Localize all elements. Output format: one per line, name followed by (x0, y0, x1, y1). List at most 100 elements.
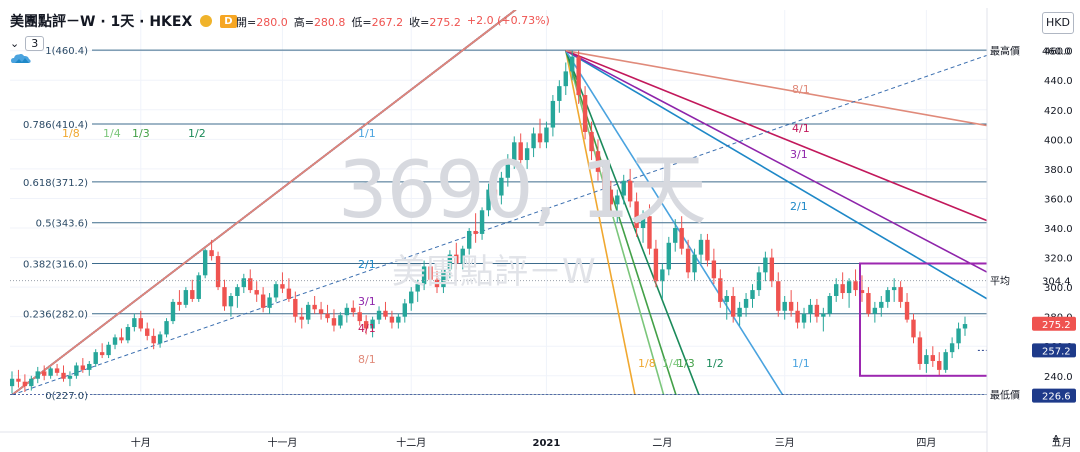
volume-bar (461, 422, 465, 430)
candle-body (962, 324, 968, 329)
candle-body (711, 260, 717, 279)
volume-bar (448, 420, 452, 430)
volume-bar (609, 421, 613, 430)
candle-body (718, 278, 723, 302)
candle-body (879, 301, 884, 308)
candle-body (99, 352, 105, 356)
y-tick-label: 240.0 (1044, 372, 1073, 383)
auto-scale-button[interactable]: A (1052, 434, 1060, 445)
fib-label: 0.5(343.6) (36, 219, 88, 230)
x-tick-label: 十二月 (396, 436, 426, 449)
candle-body (692, 254, 697, 273)
volume-bar (235, 425, 239, 430)
indicator-count[interactable]: 3 (25, 36, 45, 51)
volume-bar (486, 416, 490, 430)
volume-bar (731, 421, 735, 430)
candle-body (859, 290, 865, 294)
open-value: 280.0 (256, 16, 288, 29)
volume-bar (351, 424, 355, 430)
symbol-title[interactable]: 美團點評－W · 1天 · HKEX (10, 14, 193, 30)
open-label: 開= (236, 16, 257, 29)
candle-body (344, 307, 350, 316)
volume-bar (216, 420, 220, 430)
candle-body (756, 272, 762, 291)
fan-high-line (565, 50, 700, 395)
volume-bar (860, 424, 864, 430)
volume-bar (589, 420, 593, 430)
status-dot-icon (200, 15, 213, 27)
candle-body (743, 298, 749, 308)
candle-body (409, 291, 414, 304)
dashed-trendline (11, 54, 987, 395)
fan-high-line (565, 49, 987, 127)
candle-body (318, 309, 324, 314)
volume-bar (145, 425, 149, 430)
candle-body (788, 301, 794, 311)
candle-body (531, 133, 536, 149)
candle-body (396, 316, 401, 323)
fan-low-label: 1/4 (103, 127, 121, 140)
price-label-value: 304.4 (1042, 277, 1071, 288)
candle-body (827, 295, 832, 314)
candle-body (956, 328, 961, 344)
volume-bar (280, 424, 284, 430)
candle-body (679, 228, 684, 249)
volume-bar (725, 420, 729, 430)
chevron-down-icon[interactable]: ⌄ (10, 37, 20, 50)
candle-body (698, 239, 704, 255)
volume-bar (641, 419, 645, 430)
candle-body (589, 131, 594, 152)
candle-body (666, 242, 671, 270)
candle-body (22, 381, 28, 387)
volume-bar (158, 426, 162, 430)
cloud-icon[interactable] (10, 52, 32, 66)
volume-bar (319, 424, 323, 430)
volume-bar (506, 419, 510, 430)
fib-label: 0.786(410.4) (23, 120, 88, 131)
candle-body (608, 189, 614, 205)
candle-body (428, 266, 433, 280)
candle-body (537, 133, 543, 143)
candle-body (67, 375, 73, 379)
volume-bar (435, 424, 439, 430)
candle-body (570, 56, 575, 72)
candle-body (112, 337, 118, 345)
fan-high-line (565, 49, 987, 300)
volume-bar (81, 426, 85, 430)
x-tick-label: 十一月 (267, 436, 297, 449)
candle-body (885, 290, 890, 302)
candle-body (821, 313, 826, 317)
candle-body (119, 337, 124, 341)
volume-bar (815, 422, 819, 430)
volume-bar (840, 423, 844, 430)
volume-bar (660, 418, 664, 430)
volume-bar (512, 417, 516, 430)
price-label-name: 最高價 (990, 45, 1020, 58)
volume-bar (763, 424, 767, 430)
y-tick-label: 300.0 (1044, 283, 1073, 294)
candle-body (338, 315, 343, 326)
candle-body (769, 257, 775, 282)
currency-button[interactable]: HKD (1042, 12, 1074, 34)
data-badge: D (220, 14, 237, 28)
candle-body (750, 290, 755, 299)
high-label: 高= (293, 16, 314, 29)
candle-body (415, 284, 420, 292)
fib-label: 1(460.4) (45, 46, 88, 57)
candle-body (248, 278, 253, 291)
candle-body (235, 287, 240, 296)
ohlc-readout: 開=280.0 高=280.8 低=267.2 收=275.2 +2.0 (+0… (236, 14, 550, 30)
volume-bar (750, 423, 754, 430)
fan-low-label: 1/8 (62, 127, 80, 140)
candle-body (512, 142, 517, 161)
candle-body (87, 363, 92, 370)
volume-bar (905, 419, 909, 430)
fan-high-line (565, 49, 987, 222)
volume-bar (789, 424, 793, 430)
candle-body (370, 319, 375, 329)
candle-body (306, 304, 311, 320)
close-label: 收= (409, 16, 430, 29)
volume-bar (383, 425, 387, 430)
volume-bar (177, 422, 181, 430)
